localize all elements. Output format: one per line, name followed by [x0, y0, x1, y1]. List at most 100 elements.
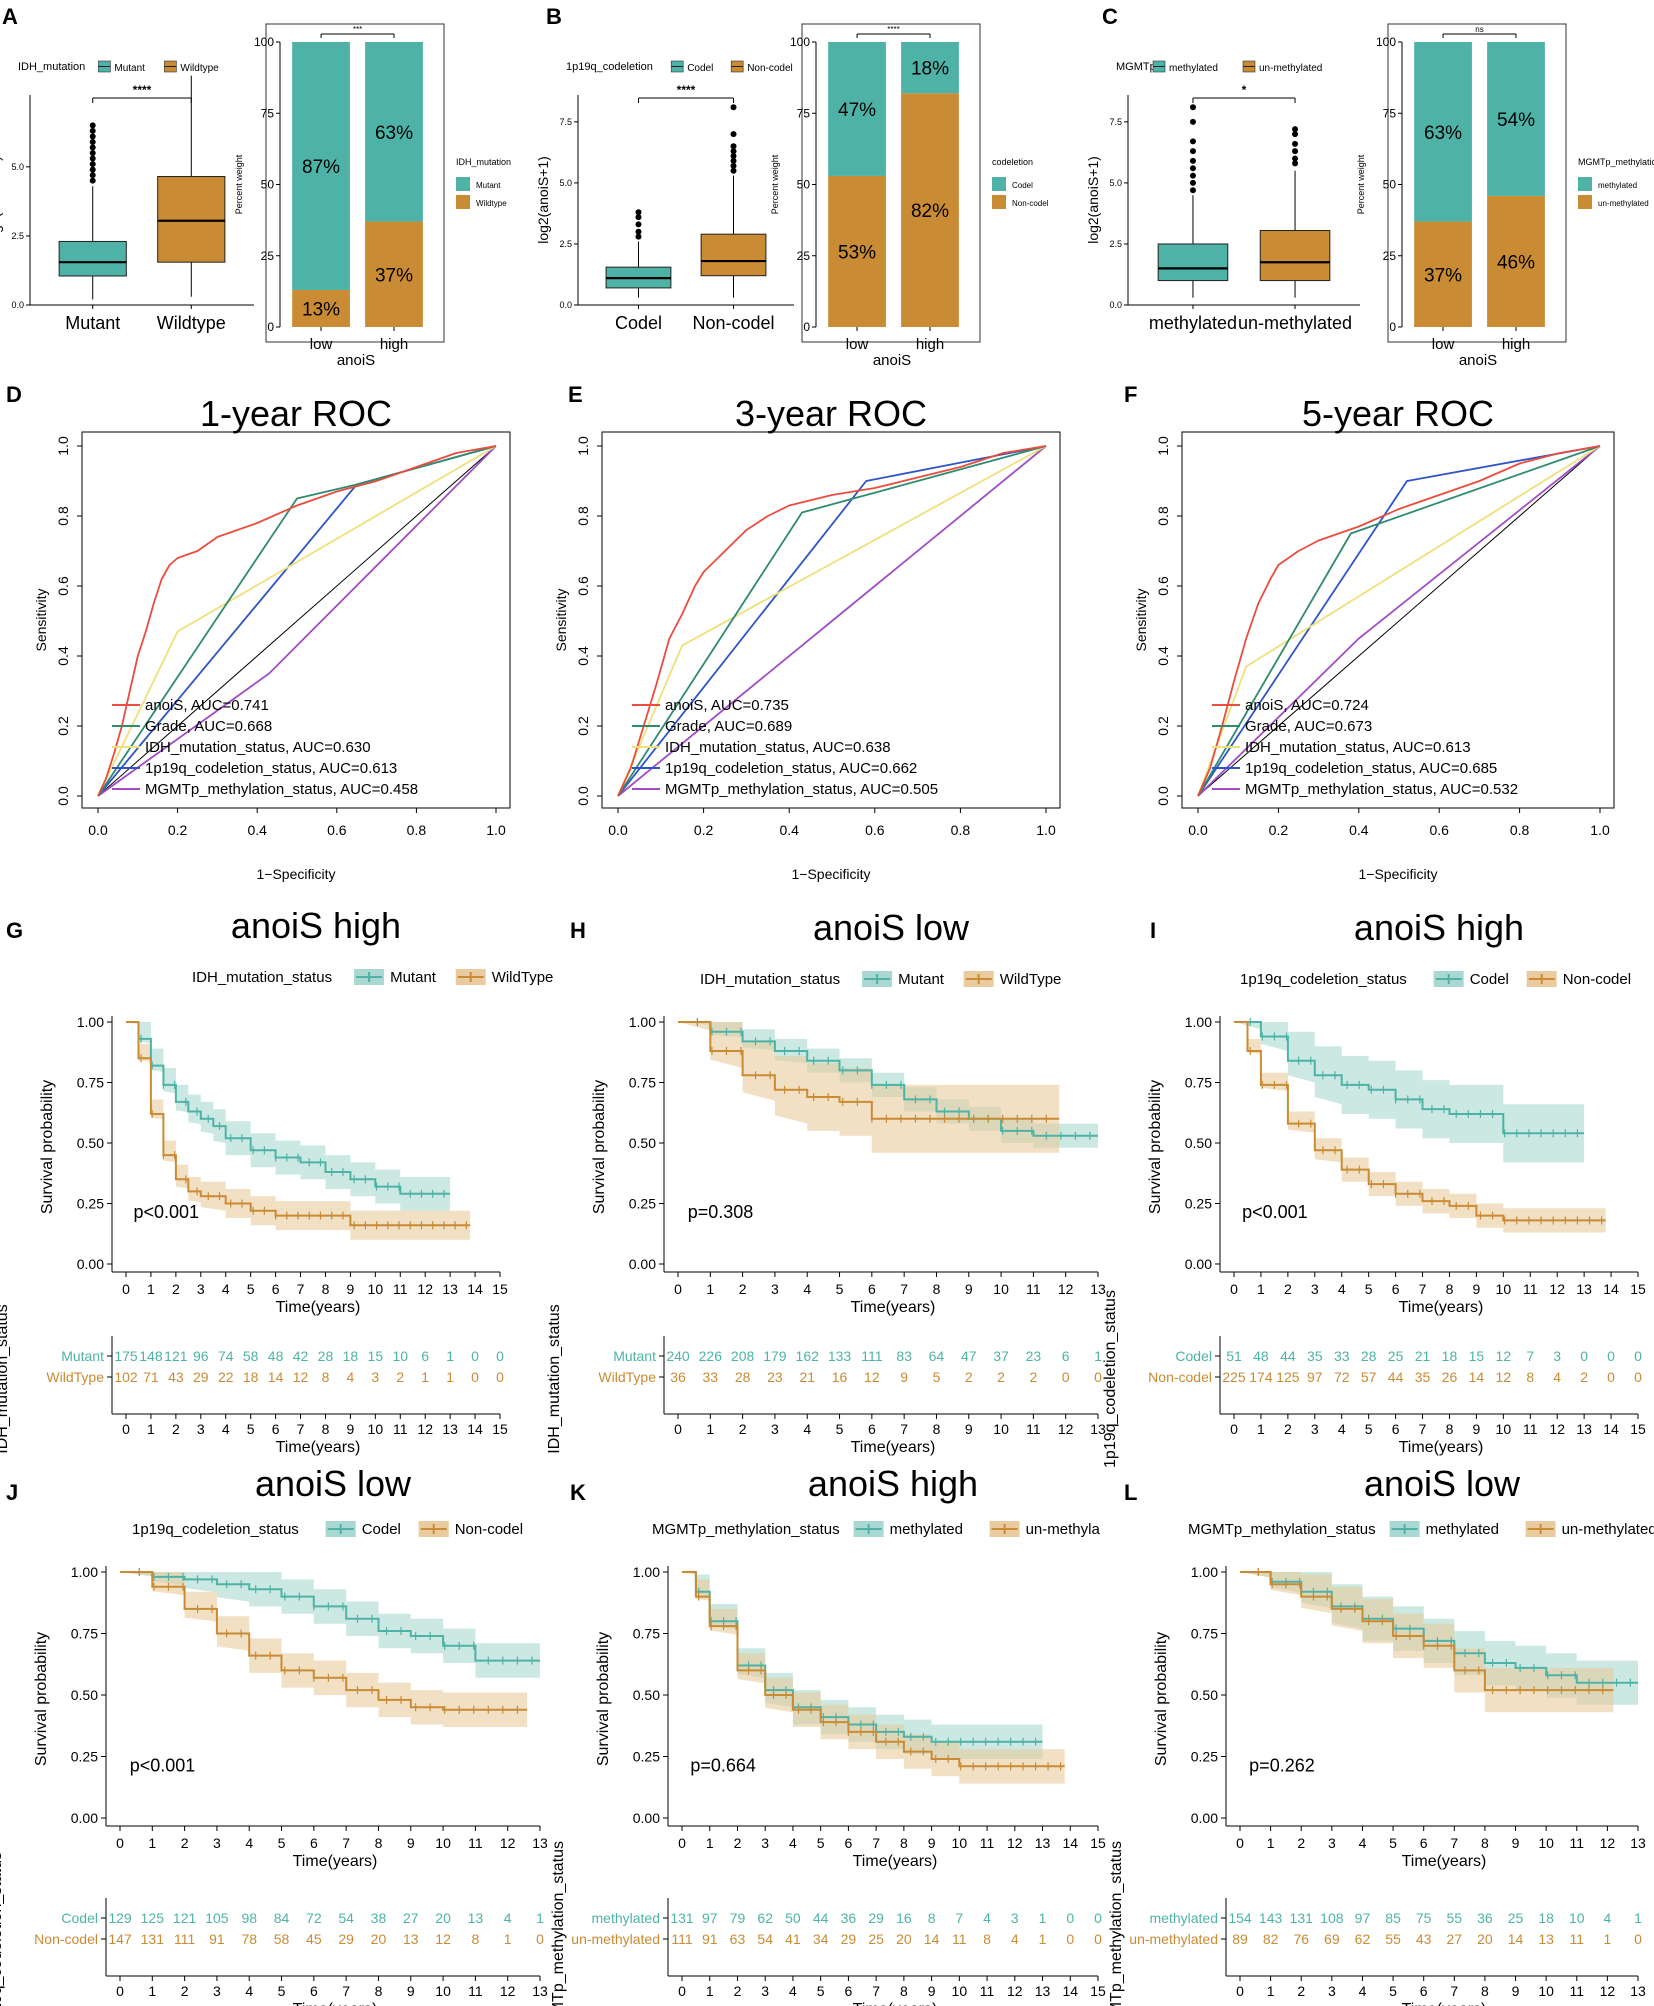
box-outlier-B [730, 167, 737, 174]
roc-ytick-label-D: 0.4 [55, 646, 71, 666]
box-B-Non-codel [700, 233, 767, 277]
bar-ytick-label-C: 25 [1383, 249, 1397, 263]
km-xtick-label-I: 3 [1311, 1281, 1319, 1297]
risk-count-G-1-9: 4 [347, 1369, 355, 1385]
km-curve-G-WildType [126, 1021, 471, 1227]
risk-count-G-1-8: 8 [322, 1369, 330, 1385]
risk-count-I-1-5: 57 [1361, 1369, 1377, 1385]
risk-count-J-0-1: 125 [141, 1910, 165, 1926]
risk-xlabel-H: Time(years) [851, 1439, 936, 1456]
km-xtick-label-H: 4 [803, 1281, 811, 1297]
bar-segment-A-high-Mutant [365, 42, 423, 222]
roc-ytick-label-E: 0.4 [575, 646, 591, 666]
roc-legend-label-E-1: Grade, AUC=0.689 [665, 718, 792, 735]
km-ci-band-L-un-methylated [1240, 1572, 1614, 1713]
risk-count-H-0-8: 64 [929, 1348, 945, 1364]
risk-count-H-0-4: 162 [796, 1348, 820, 1364]
risk-count-K-0-0: 131 [670, 1910, 694, 1926]
risk-xtick-label-L: 13 [1630, 1983, 1646, 1999]
km-ytick-label-L: 1.00 [1191, 1564, 1218, 1580]
roc-curve-D-2 [97, 445, 497, 797]
km-xtick-label-L: 4 [1359, 1835, 1367, 1851]
risk-count-G-1-15: 0 [496, 1369, 504, 1385]
bar-label-A: 13% [302, 299, 340, 320]
bar-label-B: 18% [911, 59, 949, 80]
risk-count-I-1-3: 97 [1307, 1369, 1323, 1385]
risk-count-H-1-11: 2 [1029, 1369, 1037, 1385]
panel-label-B: B [546, 4, 562, 29]
risk-xtick-label-K: 2 [734, 1983, 742, 1999]
km-xtick-label-G: 15 [492, 1281, 508, 1297]
roc-ytick-label-F: 0.0 [1155, 786, 1171, 806]
risk-count-H-1-8: 5 [933, 1369, 941, 1385]
risk-row-label-H-1: WildType [598, 1369, 656, 1385]
risk-count-H-0-13: 1 [1094, 1348, 1102, 1364]
panel-label-I: I [1150, 918, 1156, 943]
risk-count-K-0-4: 50 [785, 1910, 801, 1926]
km-xtick-label-H: 0 [674, 1281, 682, 1297]
km-ytick-label-J: 0.75 [71, 1626, 98, 1642]
risk-xtick-label-K: 4 [789, 1983, 797, 1999]
risk-count-L-0-1: 143 [1259, 1910, 1283, 1926]
risk-count-J-0-2: 121 [173, 1910, 197, 1926]
km-xtick-label-G: 2 [172, 1281, 180, 1297]
risk-count-I-0-0: 51 [1226, 1348, 1242, 1364]
km-ytick-label-H: 0.00 [629, 1256, 656, 1272]
risk-count-I-0-5: 28 [1361, 1348, 1377, 1364]
risk-xtick-label-K: 15 [1090, 1983, 1106, 1999]
bar-ytick-label-A: 50 [261, 178, 275, 192]
risk-count-L-0-9: 25 [1508, 1910, 1524, 1926]
risk-xtick-label-H: 5 [836, 1421, 844, 1437]
risk-ylabel-K: MGMTp_methylation_status [550, 1841, 567, 2006]
roc-frame-F [1181, 431, 1615, 809]
km-ytick-label-G: 1.00 [77, 1014, 104, 1030]
risk-xtick-label-K: 3 [761, 1983, 769, 1999]
km-legend-item-J-0: Codel [362, 1521, 401, 1538]
bar-ytick-label-C: 0 [1389, 320, 1396, 334]
bar-ytick-label-A: 25 [261, 249, 275, 263]
risk-count-K-0-14: 0 [1066, 1910, 1074, 1926]
risk-count-J-0-12: 4 [504, 1910, 512, 1926]
risk-count-G-0-9: 18 [343, 1348, 359, 1364]
risk-count-H-1-0: 36 [670, 1369, 686, 1385]
km-xtick-label-L: 8 [1481, 1835, 1489, 1851]
km-ylabel-L: Survival probability [1153, 1632, 1170, 1766]
risk-xtick-label-L: 12 [1600, 1983, 1616, 1999]
bar-ytick-label-B: 50 [797, 178, 811, 192]
risk-count-L-0-0: 154 [1228, 1910, 1252, 1926]
km-xtick-label-J: 4 [245, 1835, 253, 1851]
risk-count-J-0-13: 1 [536, 1910, 544, 1926]
km-xtick-label-L: 12 [1600, 1835, 1616, 1851]
roc-title-F: 5-year ROC [1302, 393, 1494, 434]
risk-count-I-1-7: 35 [1415, 1369, 1431, 1385]
bar-label-B: 53% [838, 242, 876, 263]
panel-label-F: F [1124, 382, 1137, 407]
risk-count-G-0-6: 48 [268, 1348, 284, 1364]
risk-xtick-label-I: 10 [1496, 1421, 1512, 1437]
km-ytick-label-L: 0.00 [1191, 1810, 1218, 1826]
km-legend-title-J: 1p19q_codeletion_status [132, 1521, 299, 1538]
box-outlier-A [89, 122, 96, 129]
bar-label-C: 54% [1497, 110, 1535, 131]
panel-label-J: J [6, 1480, 18, 1505]
box-outlier-B [730, 143, 737, 150]
risk-xtick-label-J: 5 [278, 1983, 286, 1999]
km-xlabel-K: Time(years) [853, 1853, 938, 1870]
km-xtick-label-K: 5 [817, 1835, 825, 1851]
risk-count-J-0-6: 72 [306, 1910, 322, 1926]
km-xtick-label-J: 6 [310, 1835, 318, 1851]
km-legend-item-I-0: Codel [1470, 971, 1509, 988]
km-ytick-label-I: 0.25 [1185, 1196, 1212, 1212]
risk-xtick-label-I: 11 [1523, 1421, 1538, 1437]
km-xtick-label-I: 11 [1523, 1281, 1538, 1297]
panel-label-L: L [1124, 1480, 1137, 1505]
risk-count-J-1-8: 20 [371, 1931, 387, 1947]
risk-xtick-label-L: 3 [1328, 1983, 1336, 1999]
box-outlier-B [730, 153, 737, 160]
km-ytick-label-G: 0.75 [77, 1075, 104, 1091]
roc-curve-D-0 [97, 445, 497, 797]
box-legend-title-C: MGMTp [1116, 61, 1156, 73]
roc-legend-label-F-4: MGMTp_methylation_status, AUC=0.532 [1245, 781, 1518, 798]
km-xtick-label-J: 11 [468, 1835, 483, 1851]
